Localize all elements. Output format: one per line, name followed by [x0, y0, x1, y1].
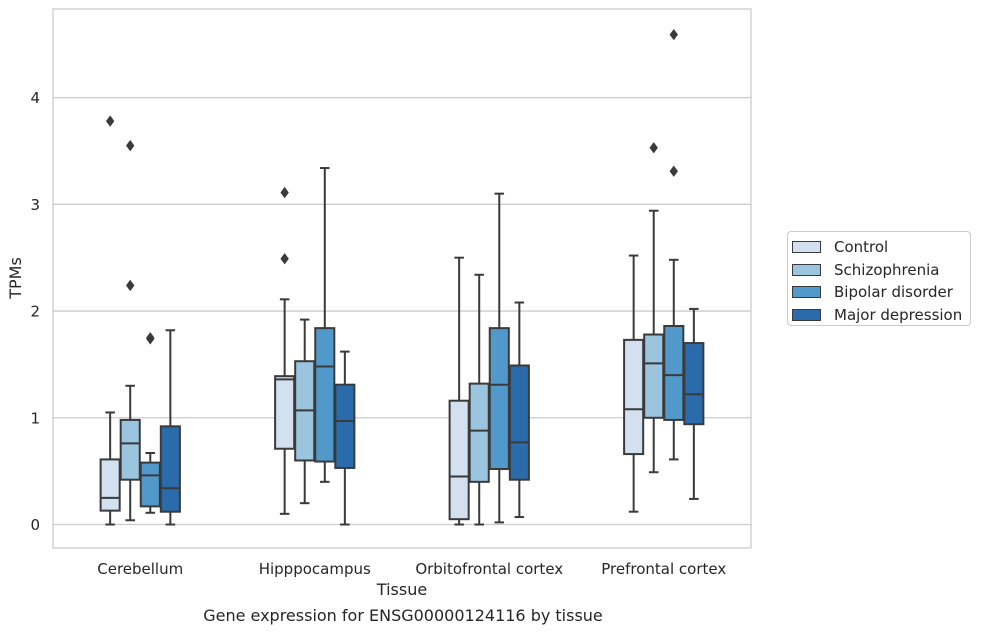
box-prefrontal-cortex-bipolar-disorder-flier-1	[669, 28, 678, 41]
y-axis-title: TPMs	[6, 257, 25, 300]
legend-label-bipolar-disorder: Bipolar disorder	[834, 283, 953, 302]
box-orbitofrontal-cortex-bipolar-disorder-iqr-rect	[488, 327, 510, 471]
legend-label-control: Control	[834, 238, 889, 257]
box-hipppocampus-schizophrenia	[294, 318, 316, 505]
legend-swatch-major-depression	[792, 308, 821, 321]
y-tick-label-0: 0	[30, 516, 40, 534]
x-tick-label-orbitofrontal-cortex: Orbitofrontal cortex	[415, 560, 563, 578]
box-cerebellum-control-iqr-rect	[99, 458, 121, 512]
box-cerebellum-bipolar-disorder	[139, 332, 161, 514]
box-prefrontal-cortex-schizophrenia-iqr-rect	[643, 333, 665, 419]
x-axis-title: Tissue	[376, 580, 428, 599]
box-cerebellum-schizophrenia-flier-1	[126, 139, 135, 152]
box-prefrontal-cortex-major-depression	[683, 307, 705, 500]
box-hipppocampus-bipolar-disorder	[314, 167, 336, 483]
box-hipppocampus-control-iqr-rect	[274, 375, 296, 450]
box-cerebellum-bipolar-disorder-flier-1	[146, 332, 155, 344]
y-tick-label-4: 4	[30, 89, 40, 107]
y-tick-label-2: 2	[30, 303, 40, 321]
box-orbitofrontal-cortex-control	[448, 256, 470, 526]
box-prefrontal-cortex-schizophrenia	[643, 142, 665, 474]
chart-caption: Gene expression for ENSG00000124116 by t…	[203, 606, 603, 625]
legend-item-major-depression: Major depression	[792, 304, 970, 327]
legend-swatch-bipolar-disorder	[792, 286, 821, 299]
box-cerebellum-control-flier-0	[105, 115, 115, 127]
x-tick-label-prefrontal-cortex: Prefrontal cortex	[601, 560, 726, 578]
box-orbitofrontal-cortex-major-depression-iqr-rect	[508, 364, 530, 481]
legend-item-bipolar-disorder: Bipolar disorder	[792, 281, 970, 304]
box-orbitofrontal-cortex-schizophrenia	[468, 273, 490, 526]
box-orbitofrontal-cortex-control-iqr-rect	[448, 399, 470, 521]
box-cerebellum-schizophrenia-flier-0	[126, 279, 135, 292]
box-cerebellum-control	[99, 115, 121, 526]
legend-swatch-control	[792, 241, 821, 254]
x-tick-labels: Cerebellum Hipppocampus Orbitofrontal cort…	[97, 560, 726, 578]
box-cerebellum-schizophrenia	[119, 139, 141, 522]
legend-label-major-depression: Major depression	[834, 305, 963, 324]
box-hipppocampus-control-flier-0	[280, 253, 289, 265]
legend-item-control: Control	[792, 236, 970, 259]
box-prefrontal-cortex-control	[623, 254, 645, 513]
box-prefrontal-cortex-major-depression-iqr-rect	[683, 342, 705, 426]
y-tick-label-1: 1	[30, 409, 40, 427]
box-hipppocampus-major-depression	[334, 350, 356, 526]
box-hipppocampus-bipolar-disorder-iqr-rect	[314, 327, 336, 463]
y-tick-label-3: 3	[30, 196, 40, 214]
x-tick-label-cerebellum: Cerebellum	[97, 560, 183, 578]
legend: Control Schizophrenia Bipolar disorder M…	[787, 231, 971, 326]
legend-label-schizophrenia: Schizophrenia	[834, 260, 940, 279]
box-orbitofrontal-cortex-major-depression	[508, 301, 530, 519]
legend-item-schizophrenia: Schizophrenia	[792, 259, 970, 282]
box-orbitofrontal-cortex-bipolar-disorder	[488, 192, 510, 524]
legend-swatch-schizophrenia	[792, 263, 821, 276]
box-hipppocampus-major-depression-iqr-rect	[334, 383, 356, 469]
box-prefrontal-cortex-schizophrenia-flier-0	[649, 142, 658, 154]
y-tick-labels: 0 1 2 3 4	[30, 89, 40, 534]
box-cerebellum-schizophrenia-iqr-rect	[119, 418, 141, 481]
box-cerebellum-major-depression	[159, 329, 181, 526]
box-hipppocampus-control	[274, 186, 296, 515]
x-tick-label-hipppocampus: Hipppocampus	[259, 560, 371, 578]
box-prefrontal-cortex-control-iqr-rect	[623, 338, 645, 456]
boxes	[99, 28, 705, 526]
box-cerebellum-major-depression-iqr-rect	[159, 425, 181, 513]
box-hipppocampus-control-flier-1	[280, 186, 289, 199]
box-prefrontal-cortex-bipolar-disorder	[663, 28, 685, 461]
box-prefrontal-cortex-bipolar-disorder-iqr-rect	[663, 324, 685, 421]
box-prefrontal-cortex-bipolar-disorder-flier-0	[669, 165, 678, 177]
box-orbitofrontal-cortex-schizophrenia-iqr-rect	[468, 382, 490, 483]
box-cerebellum-bipolar-disorder-iqr-rect	[139, 461, 161, 508]
